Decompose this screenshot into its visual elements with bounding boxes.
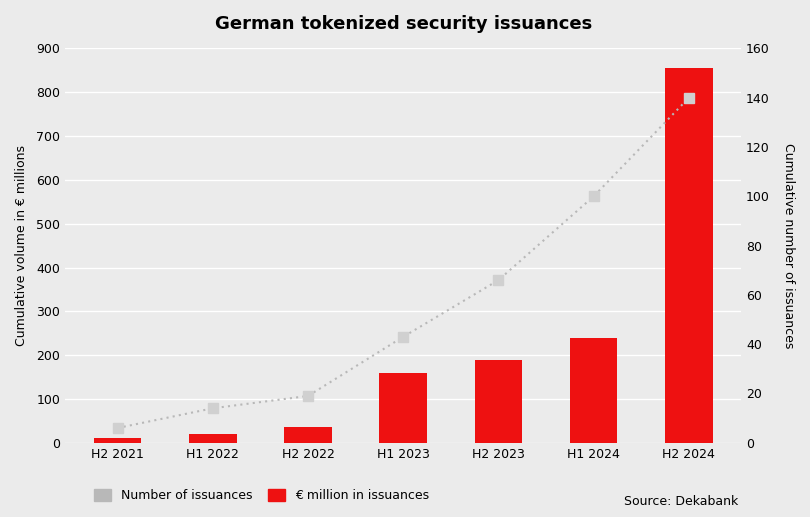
Bar xyxy=(189,434,237,443)
Bar xyxy=(379,373,427,443)
Legend: Number of issuances, € million in issuances: Number of issuances, € million in issuan… xyxy=(87,482,436,508)
Bar xyxy=(570,339,617,443)
Bar xyxy=(94,438,142,443)
Bar xyxy=(665,68,713,443)
Title: German tokenized security issuances: German tokenized security issuances xyxy=(215,15,592,33)
Bar xyxy=(475,359,522,443)
Text: Source: Dekabank: Source: Dekabank xyxy=(624,495,738,508)
Y-axis label: Cumulative volume in € millions: Cumulative volume in € millions xyxy=(15,145,28,346)
Bar xyxy=(284,428,332,443)
Y-axis label: Cumulative number of issuances: Cumulative number of issuances xyxy=(782,143,795,348)
